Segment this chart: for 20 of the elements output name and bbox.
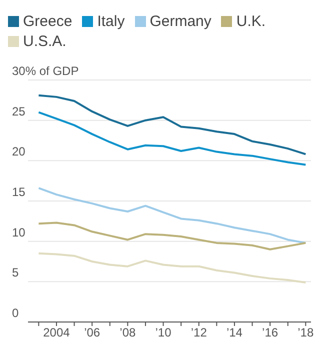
x-tick-label: ’14 [226, 326, 243, 340]
y-tick-label: 20 [12, 144, 26, 159]
y-tick-label: 25 [12, 104, 26, 118]
x-tick-label: ’10 [155, 326, 172, 340]
x-tick-label: ’18 [298, 326, 314, 340]
y-tick-label: 5 [12, 266, 19, 280]
legend-label: Greece [23, 13, 72, 30]
legend-label: U.K. [236, 13, 266, 30]
legend-label: U.S.A. [23, 33, 66, 50]
x-tick-label: ’12 [190, 326, 208, 340]
y-tick-label: 10 [12, 225, 26, 240]
y-tick-label: 15 [12, 185, 26, 199]
x-tick-label: ’06 [84, 326, 100, 340]
y-tick-label: 30% of GDP [12, 64, 79, 78]
x-tick-label: ’16 [262, 326, 278, 340]
legend-label: Germany [150, 13, 212, 30]
y-tick-label: 0 [12, 306, 19, 320]
x-tick-label: 2004 [43, 326, 70, 340]
x-tick-label: ’08 [120, 326, 136, 340]
legend-label: Italy [97, 13, 125, 30]
